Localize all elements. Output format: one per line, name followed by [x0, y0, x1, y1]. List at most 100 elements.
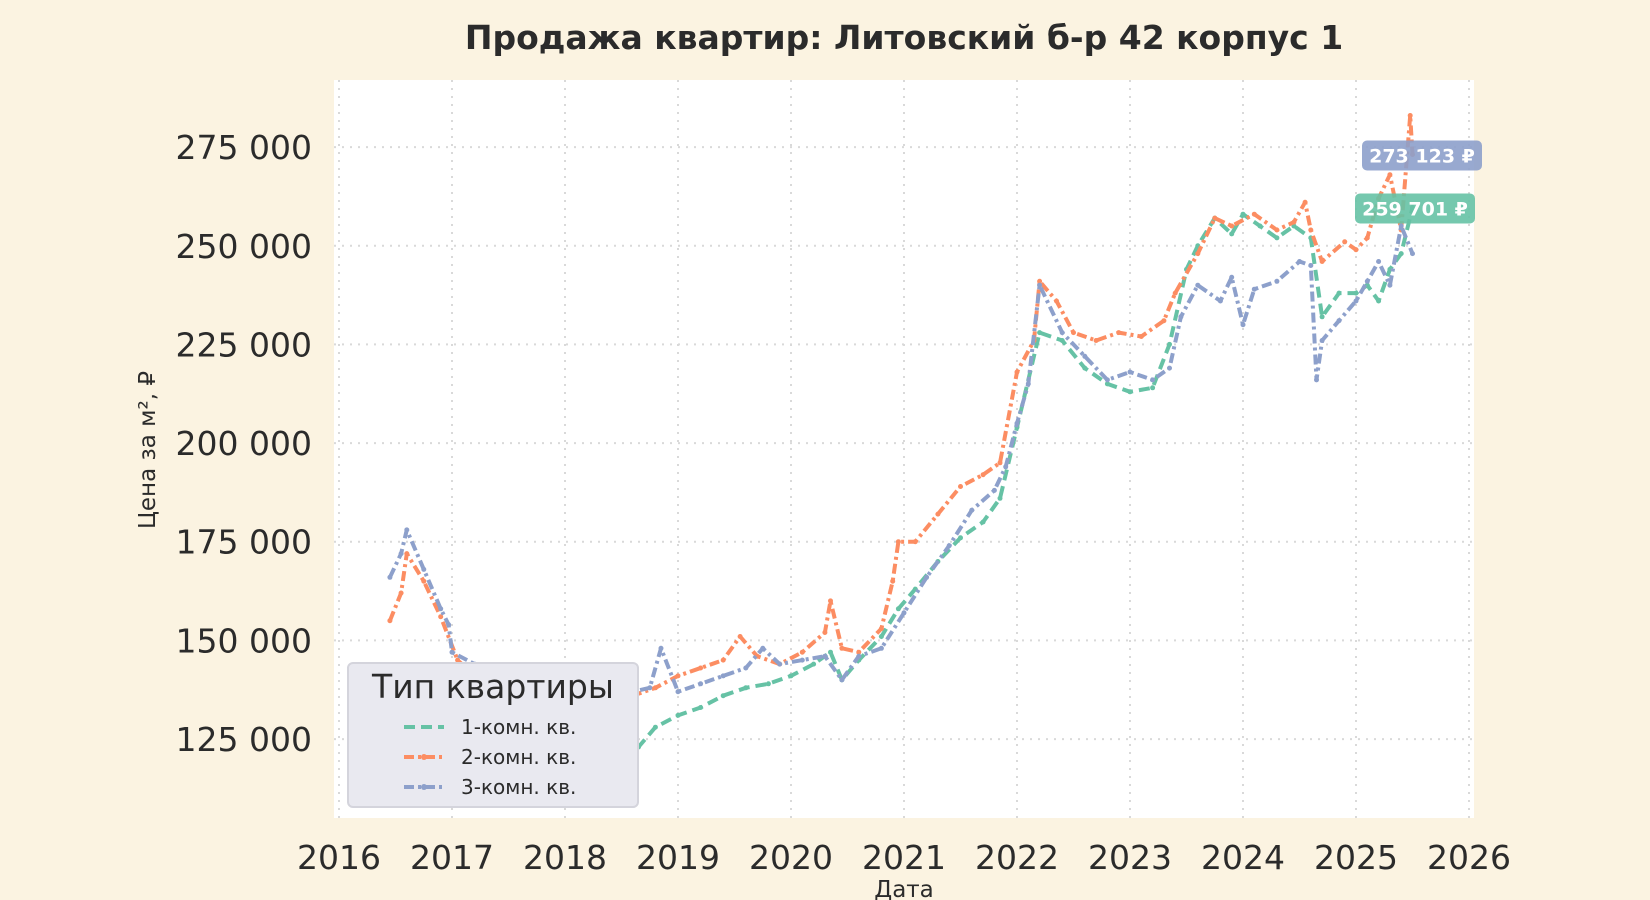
- data-point: [421, 578, 427, 584]
- data-point: [438, 606, 444, 612]
- data-point: [1195, 282, 1201, 288]
- legend-marker: [421, 754, 427, 760]
- data-point: [1240, 322, 1246, 328]
- x-tick-label: 2025: [1314, 838, 1398, 877]
- data-point: [1082, 365, 1088, 371]
- data-point: [1336, 318, 1342, 324]
- data-point: [675, 689, 681, 695]
- chart-title: Продажа квартир: Литовский б-р 42 корпус…: [465, 18, 1343, 57]
- x-tick-label: 2024: [1201, 838, 1285, 877]
- data-point: [856, 649, 862, 655]
- data-point: [720, 693, 726, 699]
- data-point: [398, 551, 404, 557]
- data-point: [1212, 215, 1218, 221]
- data-point: [1240, 211, 1246, 217]
- y-tick-label: 275 000: [176, 128, 312, 167]
- data-point: [1274, 227, 1280, 233]
- legend: Тип квартиры 1-комн. кв. 2-комн. кв. 3-ком…: [347, 662, 639, 808]
- data-point: [743, 685, 749, 691]
- data-point: [1014, 420, 1020, 426]
- data-point: [698, 705, 704, 710]
- y-tick-label: 225 000: [176, 325, 312, 364]
- data-point: [658, 645, 664, 651]
- x-axis-label: Дата: [874, 877, 934, 900]
- value-badge: [1362, 140, 1482, 171]
- value-badge-text: 273 123 ₽: [1369, 145, 1475, 167]
- data-point: [895, 606, 901, 612]
- data-point: [1319, 314, 1325, 320]
- data-point: [1217, 298, 1223, 304]
- data-point: [1167, 341, 1172, 347]
- data-point: [1037, 330, 1043, 336]
- data-point: [1407, 113, 1413, 118]
- last-value-badges: 273 123 ₽ 259 701 ₽: [1355, 140, 1482, 224]
- data-point: [1037, 278, 1043, 284]
- legend-item-label: 3-комн. кв.: [461, 775, 576, 799]
- data-point: [1353, 247, 1359, 253]
- data-point: [647, 685, 653, 691]
- data-point: [1353, 290, 1359, 296]
- data-point: [828, 598, 833, 604]
- x-tick-label: 2019: [636, 838, 720, 877]
- y-axis-ticks: 125 000 150 000 175 000 200 000 225 000 250 0…: [176, 128, 312, 759]
- data-point: [997, 460, 1003, 466]
- legend-marker: [421, 784, 427, 790]
- data-point: [1308, 263, 1314, 268]
- data-point: [1364, 278, 1370, 284]
- data-point: [1353, 298, 1359, 304]
- y-axis-label: Цена за м², ₽: [135, 371, 161, 529]
- data-point: [1082, 353, 1088, 359]
- data-point: [890, 578, 896, 584]
- y-tick-label: 125 000: [176, 720, 312, 759]
- data-point: [777, 661, 783, 667]
- data-point: [1150, 385, 1156, 391]
- data-point: [1116, 330, 1122, 336]
- data-point: [788, 673, 794, 679]
- data-point: [1251, 286, 1257, 292]
- data-point: [856, 653, 862, 659]
- data-point: [1127, 369, 1133, 375]
- data-point: [1093, 338, 1099, 343]
- data-point: [1387, 282, 1393, 288]
- data-point: [1003, 464, 1009, 470]
- legend-item-label: 1-комн. кв.: [461, 715, 576, 739]
- legend-box: [347, 662, 639, 808]
- data-point: [675, 673, 681, 679]
- data-point: [675, 712, 681, 718]
- data-point: [1071, 330, 1076, 336]
- data-point: [1410, 251, 1415, 257]
- data-point: [1398, 251, 1404, 257]
- data-point: [878, 634, 884, 639]
- data-point: [980, 472, 986, 478]
- data-point: [652, 724, 658, 730]
- data-point: [1172, 290, 1178, 296]
- data-point: [1398, 223, 1404, 229]
- x-tick-label: 2023: [1088, 838, 1172, 877]
- data-point: [446, 622, 452, 628]
- data-point: [1104, 377, 1110, 383]
- data-point: [799, 657, 805, 663]
- x-tick-label: 2022: [975, 838, 1059, 877]
- data-point: [720, 673, 726, 679]
- data-point: [1364, 235, 1370, 241]
- data-point: [404, 527, 410, 533]
- legend-item-label: 2-комн. кв.: [461, 745, 576, 769]
- data-point: [1025, 381, 1031, 387]
- data-point: [1376, 298, 1382, 304]
- data-point: [1291, 219, 1297, 225]
- y-tick-label: 250 000: [176, 227, 312, 266]
- data-point: [811, 661, 817, 667]
- data-point: [997, 495, 1003, 501]
- data-point: [652, 685, 658, 691]
- data-point: [1314, 377, 1319, 383]
- data-point: [1319, 259, 1325, 264]
- data-point: [1138, 334, 1144, 339]
- data-point: [878, 645, 884, 651]
- x-tick-label: 2018: [523, 838, 607, 877]
- data-point: [1229, 231, 1235, 237]
- x-axis-ticks: 2016 2017 2018 2019 2020 2021 2022 2023 2024 2025…: [297, 838, 1511, 877]
- data-point: [421, 566, 427, 572]
- x-tick-label: 2021: [862, 838, 946, 877]
- x-tick-label: 2017: [410, 838, 494, 877]
- y-tick-label: 200 000: [176, 424, 312, 463]
